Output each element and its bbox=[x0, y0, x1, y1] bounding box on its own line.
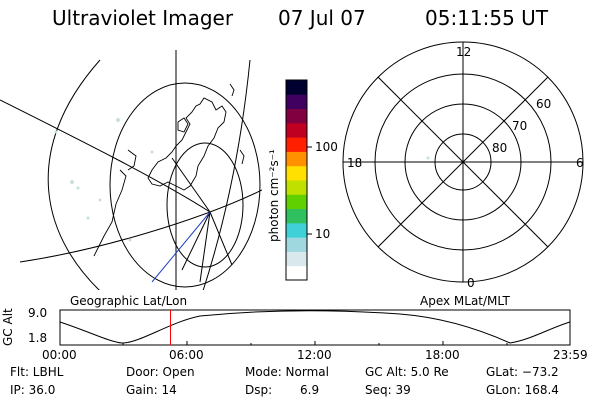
gc-alt-info: GC Alt: 5.0 Re bbox=[365, 365, 449, 379]
mode-info: Mode: Normal bbox=[245, 365, 329, 379]
colorbar-segment bbox=[286, 94, 307, 110]
lat-label-60: 60 bbox=[536, 97, 552, 111]
altitude-ytick-top: 9.0 bbox=[28, 306, 48, 320]
door-info: Door: Open bbox=[126, 365, 195, 379]
apex-label: Apex MLat/MLT bbox=[420, 294, 510, 308]
lat-label-70: 70 bbox=[512, 119, 528, 133]
colorbar-segment bbox=[286, 208, 307, 224]
colorbar-tick-100: 100 bbox=[315, 140, 338, 154]
colorbar-tick-10: 10 bbox=[315, 227, 331, 241]
lat-ring-outer bbox=[109, 82, 261, 288]
mlt-label-6: 6 bbox=[576, 156, 584, 170]
altitude-xtick: 00:00 bbox=[42, 348, 77, 362]
mlt-line-diag2 bbox=[377, 76, 549, 248]
dsp-label: Dsp: bbox=[245, 383, 273, 397]
meridian-line bbox=[209, 211, 233, 266]
geographic-label: Geographic Lat/Lon bbox=[70, 294, 188, 308]
altitude-xtick: 12:00 bbox=[297, 348, 332, 362]
colorbar-segment bbox=[286, 122, 307, 138]
glon-info: GLon: 168.4 bbox=[486, 383, 559, 397]
glat-info: GLat: −73.2 bbox=[486, 365, 559, 379]
altitude-ylabel: GC Alt bbox=[1, 308, 15, 346]
coastline bbox=[93, 169, 127, 257]
colorbar-segment bbox=[286, 251, 307, 267]
colorbar-frame bbox=[285, 79, 308, 281]
time-label: 05:11:55 UT bbox=[425, 6, 549, 30]
colorbar-segment bbox=[286, 237, 307, 252]
latitude-line bbox=[0, 99, 211, 213]
coastline bbox=[177, 117, 189, 133]
gain-info: Gain: 14 bbox=[126, 383, 177, 397]
coastline bbox=[239, 149, 245, 165]
ip-info: IP: 36.0 bbox=[10, 383, 56, 397]
geographic-map bbox=[0, 50, 262, 290]
colorbar-segment bbox=[286, 180, 307, 195]
colorbar-segment bbox=[286, 137, 307, 152]
colorbar-segment bbox=[286, 165, 307, 181]
colorbar-segment bbox=[286, 265, 307, 281]
altitude-xtick: 23:59 bbox=[553, 348, 588, 362]
meridian-arc bbox=[202, 59, 251, 290]
coastline bbox=[229, 83, 235, 97]
meridian-line bbox=[199, 211, 211, 283]
dsp-value: 6.9 bbox=[300, 383, 320, 397]
blue-orbit-line bbox=[151, 211, 211, 283]
mlt-label-0: 0 bbox=[467, 276, 475, 290]
coastline bbox=[147, 97, 227, 191]
altitude-xtick: 06:00 bbox=[169, 348, 204, 362]
altitude-xtick: 18:00 bbox=[425, 348, 460, 362]
latitude-line bbox=[19, 189, 262, 263]
lat-ring-inner bbox=[166, 142, 244, 268]
aurora-speckles bbox=[54, 118, 154, 242]
mlt-label-12: 12 bbox=[456, 45, 472, 59]
altitude-plot bbox=[59, 309, 571, 346]
colorbar-segment bbox=[286, 194, 307, 210]
filter-info: Flt: LBHL bbox=[10, 365, 64, 379]
colorbar-segment bbox=[286, 80, 307, 95]
meridian-arc bbox=[47, 59, 101, 290]
colorbar-segment bbox=[286, 108, 307, 124]
lat-label-80: 80 bbox=[492, 141, 508, 155]
altitude-ytick-bottom: 1.8 bbox=[28, 331, 48, 345]
date-label: 07 Jul 07 bbox=[278, 6, 366, 30]
colorbar-unit-label: photon cm⁻²s⁻¹ bbox=[267, 149, 281, 242]
polar-plot bbox=[342, 41, 584, 283]
instrument-title: Ultraviolet Imager bbox=[52, 6, 234, 30]
colorbar bbox=[286, 80, 307, 281]
colorbar-segment bbox=[286, 151, 307, 167]
seq-info: Seq: 39 bbox=[365, 383, 411, 397]
meridian-line bbox=[181, 211, 211, 271]
colorbar-segment bbox=[286, 222, 307, 238]
coastline bbox=[127, 149, 137, 171]
altitude-curve bbox=[59, 310, 571, 344]
mlt-label-18: 18 bbox=[347, 156, 363, 170]
